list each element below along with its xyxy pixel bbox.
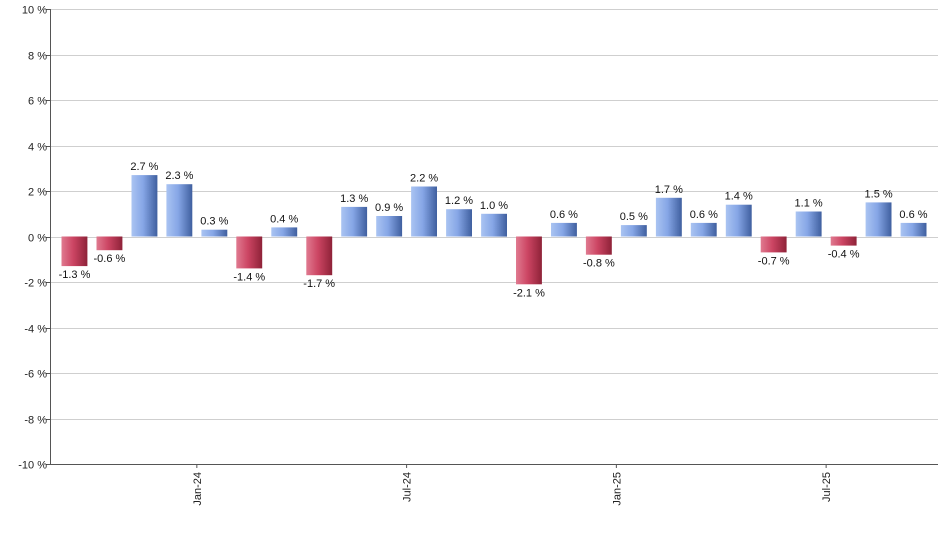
data-label: -0.7 % [758,255,790,267]
bar [446,209,472,237]
bar [551,222,577,237]
y-tick-label: 4 % [28,142,47,154]
bar [61,236,88,267]
x-tick-label: Jan-24 [192,472,204,506]
bar [620,225,647,237]
y-axis-ticks: 10 % 8 % 6 % 4 % 2 % 0 % -2 % -4 % -6 % -8 % -10 % [18,5,50,472]
x-tick-label: Jul-24 [402,472,414,502]
axes [50,9,938,465]
data-label: 1.4 % [725,191,753,203]
data-label: 0.5 % [620,211,648,223]
data-label: 2.3 % [165,170,193,182]
bar [795,211,822,237]
bar [236,236,263,269]
y-tick-label: 2 % [28,187,47,199]
data-label: 0.9 % [375,202,403,214]
x-tick-label: Jan-25 [611,472,623,506]
bar [865,202,892,237]
bar [900,222,927,237]
bar [655,197,682,237]
bar [271,227,298,237]
data-label: 1.0 % [480,200,508,212]
data-label: 2.7 % [130,161,158,173]
data-label: 1.3 % [340,193,368,205]
y-tick-label: 6 % [28,96,47,108]
data-label: 2.2 % [410,173,438,185]
y-tick-label: -10 % [18,460,47,472]
data-labels: -1.3 %-0.6 % 2.7 % 2.3 % 0.3 % -1.4 % 0.4 % -1… [59,161,928,299]
data-label: -1.3 % [59,269,91,281]
data-label: 1.2 % [445,195,473,207]
bar [411,186,437,237]
bar [201,229,228,237]
data-label: 1.7 % [655,184,683,196]
y-tick-label: -6 % [24,369,47,381]
bars [61,175,927,285]
bar [725,204,752,237]
data-label: 0.6 % [550,209,578,221]
bar [585,236,612,255]
bar [306,236,333,276]
y-tick-label: 8 % [28,51,47,63]
data-label: 0.6 % [690,209,718,221]
bar [481,213,507,237]
x-axis-ticks: Jan-24 Jul-24 Jan-25 Jul-25 [192,464,833,506]
data-label: -0.4 % [828,249,860,261]
bar [760,236,787,253]
data-label: -0.6 % [94,253,126,265]
bar [830,236,857,246]
bar [516,236,542,285]
data-label: 1.1 % [795,198,823,210]
data-label: 0.6 % [899,209,927,221]
y-tick-label: 10 % [22,5,47,17]
data-label: 0.4 % [270,213,298,225]
gridlines [50,9,938,465]
bar [166,184,193,237]
bar [376,216,403,237]
bar [96,236,123,251]
data-label: 1.5 % [865,188,893,200]
y-tick-label: -4 % [24,324,47,336]
data-label: -0.8 % [583,258,615,270]
bar [690,222,717,237]
x-tick-label: Jul-25 [821,472,833,502]
data-label: -1.4 % [233,271,265,283]
y-tick-label: -8 % [24,415,47,427]
y-tick-label: 0 % [28,233,47,245]
data-label: -1.7 % [303,278,335,290]
bar [341,206,368,237]
bar [131,175,158,237]
data-label: 0.3 % [200,216,228,228]
data-label: -2.1 % [513,287,545,299]
y-tick-label: -2 % [24,278,47,290]
